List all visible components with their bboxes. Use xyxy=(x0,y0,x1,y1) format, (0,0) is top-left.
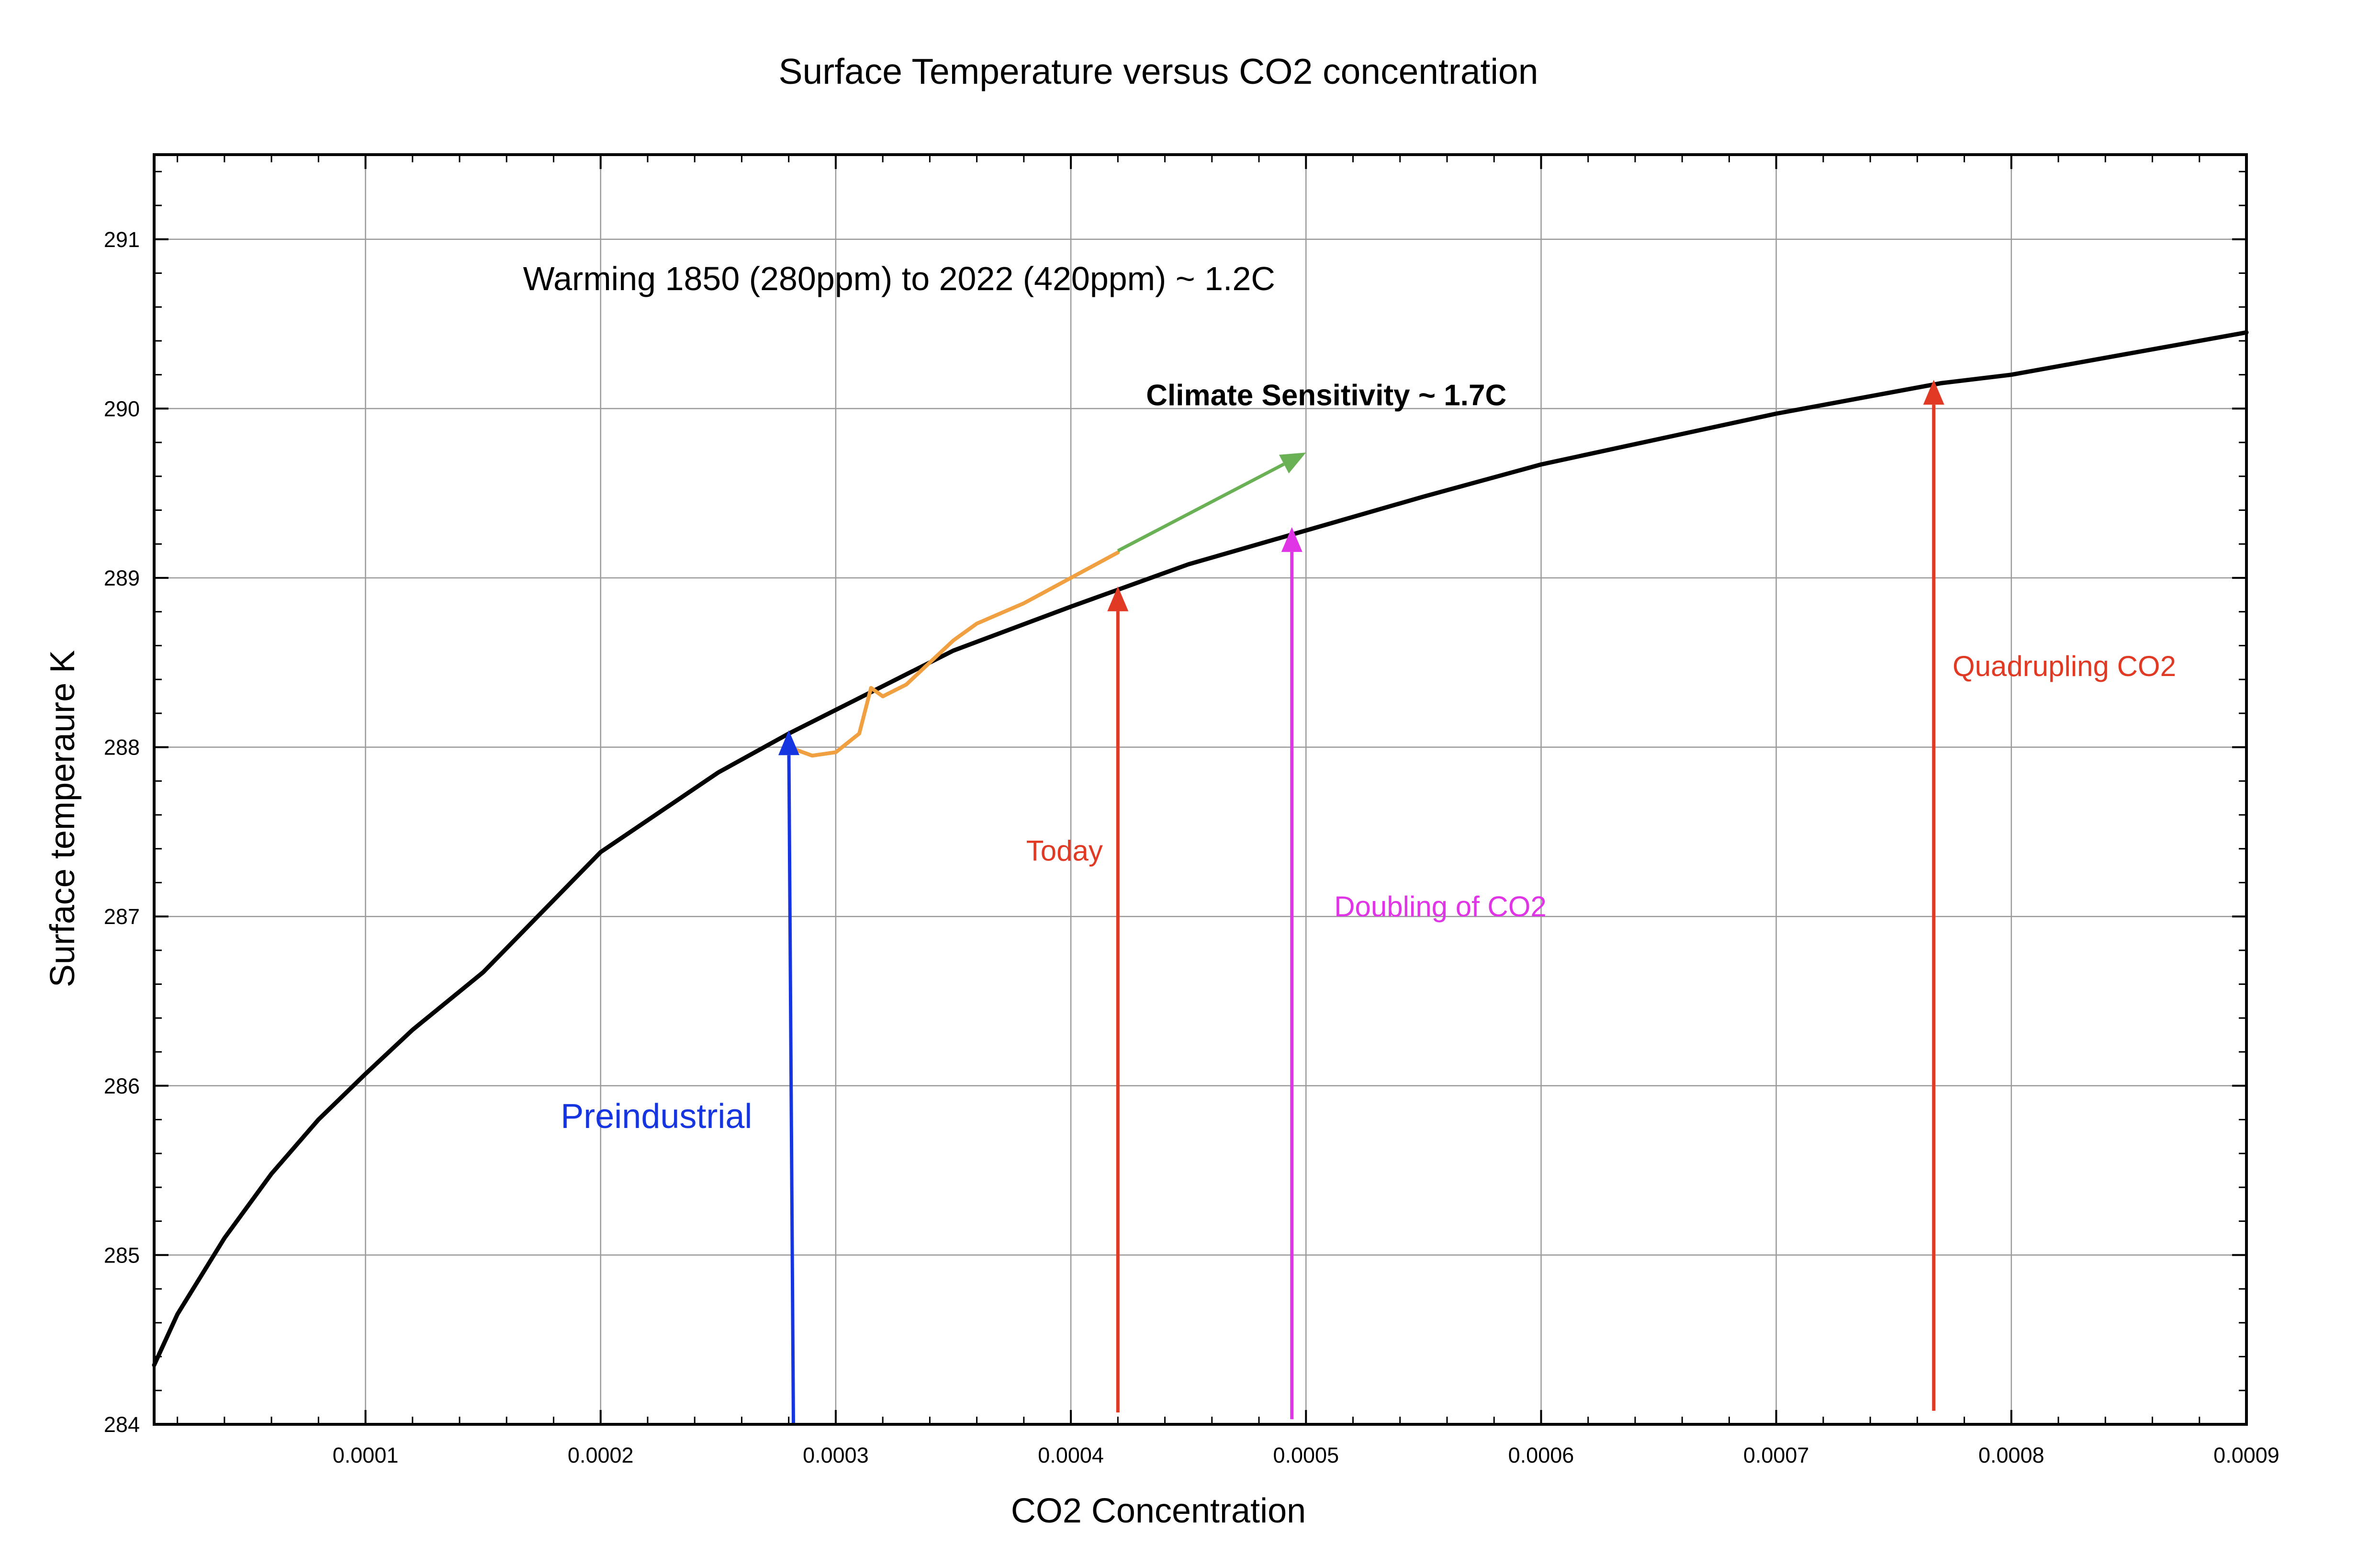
preindustrial-arrow xyxy=(778,730,799,1425)
warming-note: Warming 1850 (280ppm) to 2022 (420ppm) ~… xyxy=(523,260,1275,297)
series-lines xyxy=(152,330,2249,1367)
x-tick-label: 0.0006 xyxy=(1508,1443,1574,1467)
plot-frame xyxy=(153,153,2248,1426)
y-tick-label: 289 xyxy=(104,566,140,590)
y-tick-label: 286 xyxy=(104,1074,140,1098)
doubling-arrow xyxy=(1281,527,1302,1420)
x-tick-label: 0.0004 xyxy=(1038,1443,1104,1467)
x-axis-label: CO2 Concentration xyxy=(1011,1492,1306,1530)
today-label: Today xyxy=(1026,835,1103,867)
y-axis-label: Surface temperaure K xyxy=(44,650,82,987)
y-tick-label: 285 xyxy=(104,1243,140,1267)
y-tick-label: 290 xyxy=(104,396,140,421)
today-arrow-head xyxy=(1107,586,1129,611)
x-tick-label: 0.0009 xyxy=(2213,1443,2279,1467)
x-tick-label: 0.0005 xyxy=(1273,1443,1339,1467)
y-tick-labels: 284 285 286 287 288 289 290 291 xyxy=(104,227,140,1437)
grid-lines xyxy=(154,155,2246,1424)
annotation-arrows xyxy=(778,380,1944,1425)
y-tick-label: 291 xyxy=(104,227,140,252)
quadrupling-label: Quadrupling CO2 xyxy=(1953,650,2176,682)
chart-title: Surface Temperature versus CO2 concentra… xyxy=(779,51,1538,91)
climate-sensitivity-arrow xyxy=(1117,452,1306,552)
model-curve-line xyxy=(152,330,2249,1367)
x-tick-label: 0.0002 xyxy=(568,1443,634,1467)
x-tick-label: 0.0001 xyxy=(333,1443,399,1467)
climate-sensitivity-label: Climate Sensitivity ~ 1.7C xyxy=(1146,379,1506,412)
doubling-label: Doubling of CO2 xyxy=(1334,891,1547,923)
x-tick-labels: 0.0001 0.0002 0.0003 0.0004 0.0005 0.0006 0.00… xyxy=(333,1443,2279,1467)
quadrupling-arrow-head xyxy=(1923,380,1944,405)
today-arrow xyxy=(1107,586,1129,1413)
observed-warming-line xyxy=(786,551,1120,758)
preindustrial-label: Preindustrial xyxy=(561,1097,752,1136)
annotation-labels: Warming 1850 (280ppm) to 2022 (420ppm) ~… xyxy=(523,260,2176,1136)
climate-sensitivity-arrow-head xyxy=(1279,452,1306,473)
x-tick-label: 0.0008 xyxy=(1978,1443,2044,1467)
doubling-arrow-head xyxy=(1281,527,1302,552)
preindustrial-arrow-head xyxy=(778,730,799,755)
x-tick-label: 0.0003 xyxy=(803,1443,869,1467)
y-tick-label: 288 xyxy=(104,735,140,760)
preindustrial-arrow-shaft xyxy=(787,755,796,1425)
x-tick-label: 0.0007 xyxy=(1743,1443,1809,1467)
quadrupling-arrow xyxy=(1923,380,1944,1411)
y-tick-label: 284 xyxy=(104,1412,140,1437)
y-tick-label: 287 xyxy=(104,904,140,929)
climate-sensitivity-arrow-shaft xyxy=(1117,462,1285,552)
